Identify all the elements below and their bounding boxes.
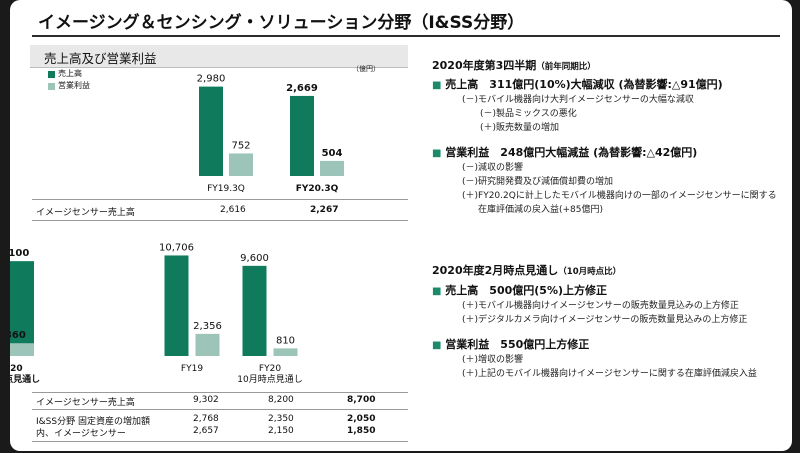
data-label: 504: [322, 148, 343, 159]
q3-profit-sub-1: (－)減収の影響: [462, 163, 524, 173]
forecast-sales-text: 売上高 500億円(5%)上方修正: [445, 284, 607, 297]
table2-mid-line: [32, 409, 408, 410]
unit-label: （億円）: [352, 65, 380, 73]
data-label: 10,706: [159, 242, 194, 253]
data-label: 810: [276, 335, 295, 346]
table2-row1-oct: 8,200: [268, 395, 294, 405]
forecast-heading-text: 2020年度2月時点見通し: [432, 264, 559, 277]
chart-section-heading: 売上高及び営業利益: [44, 51, 157, 66]
table1-top-line: [32, 199, 408, 200]
bar-profit: [320, 160, 344, 176]
q3-sales-sub-3: (＋)販売数量の増加: [480, 123, 560, 133]
slide: イメージング＆センシング・ソリューション分野（I&SS分野） 売上高及び営業利益…: [10, 0, 792, 451]
title-underline: [32, 35, 780, 37]
q3-sales-text: 売上高 311億円(10%)大幅減収 (為替影響:△91億円): [445, 78, 723, 91]
forecast-sales-sub-1: (＋)モバイル機器向けイメージセンサーの販売数量見込みの上方修正: [462, 301, 739, 311]
chart-quarterly: 2,980 752 FY19.3Q 2,669 504 FY20.3Q: [197, 74, 344, 194]
q3-profit-sub-3: (＋)FY20.2Qに計上したモバイル機器向けの一部のイメージセンサーに関する: [462, 191, 777, 201]
chart-annual: 10,7062,356FY199,600810FY2010月時点見通し10,10…: [10, 242, 303, 385]
q3-heading-note: （前年同期比）: [536, 62, 596, 72]
table2-row3-label: 内、イメージセンサー: [36, 429, 126, 439]
category-label: FY20.3Q: [296, 184, 339, 194]
data-label: 752: [231, 140, 250, 151]
forecast-sales-item: ■ 売上高 500億円(5%)上方修正: [432, 282, 607, 298]
table2-row2-feb: 2,050: [347, 414, 376, 424]
table1-cell-fy19q3: 2,616: [220, 205, 246, 215]
q3-heading-text: 2020年度第3四半期: [432, 59, 537, 72]
table2-row1-label: イメージセンサー売上高: [36, 398, 135, 408]
category-label: FY19.3Q: [207, 184, 245, 194]
table2-row3-feb: 1,850: [347, 426, 376, 436]
category-label: FY20: [259, 364, 281, 374]
data-label: 10,100: [10, 248, 29, 259]
q3-heading: 2020年度第3四半期（前年同期比）: [432, 57, 596, 73]
legend-swatch-profit: [48, 83, 55, 90]
forecast-profit-item: ■ 営業利益 550億円上方修正: [432, 336, 589, 352]
bar-profit: [229, 153, 253, 176]
data-label: 2,356: [193, 321, 222, 332]
forecast-profit-sub-2: (＋)上記のモバイル機器向けイメージセンサーに関する在庫評価減戻入益: [462, 369, 757, 379]
q3-profit-sub-2: (－)研究開発費及び減価償却費の増加: [462, 177, 614, 187]
legend-label-sales: 売上高: [58, 69, 82, 78]
data-label: 1,360: [10, 330, 26, 341]
bar-sales: [242, 265, 267, 356]
bullet-marker: ■: [432, 148, 442, 159]
forecast-heading-note: （10月時点比）: [558, 267, 622, 277]
bullet-marker: ■: [432, 340, 442, 351]
page-title: イメージング＆センシング・ソリューション分野（I&SS分野）: [38, 13, 525, 33]
table2-row2-oct: 2,350: [268, 414, 294, 424]
bullet-marker: ■: [432, 286, 442, 297]
bar-sales: [290, 95, 314, 176]
chart-section-header: 売上高及び営業利益: [30, 45, 408, 68]
bar-profit: [195, 333, 220, 356]
q3-profit-sub-4: 在庫評価減の戻入益(+85億円): [478, 205, 604, 215]
forecast-profit-sub-1: (＋)増収の影響: [462, 355, 524, 365]
table2-row3-fy19: 2,657: [193, 426, 219, 436]
bar-profit: [273, 348, 298, 356]
legend-label-profit: 営業利益: [58, 81, 90, 90]
q3-sales-sub-2: (－)製品ミックスの悪化: [480, 109, 577, 119]
q3-sales-item: ■ 売上高 311億円(10%)大幅減収 (為替影響:△91億円): [432, 76, 723, 92]
table2-row2-label: I&SS分野 固定資産の増加額: [36, 417, 150, 427]
bar-sales: [164, 255, 189, 356]
category-label: 10月時点見通し: [237, 374, 302, 385]
table2-row1-fy19: 9,302: [193, 395, 219, 405]
q3-profit-item: ■ 営業利益 248億円大幅減益 (為替影響:△42億円): [432, 144, 697, 160]
bar-profit: [10, 343, 34, 356]
table2-row2-fy19: 2,768: [193, 414, 219, 424]
category-label: FY19: [181, 364, 203, 374]
table1-row-label: イメージセンサー売上高: [36, 208, 135, 218]
table1-bottom-line: [32, 220, 408, 221]
data-label: 9,600: [240, 253, 269, 264]
category-label: 2月時点見通し: [10, 373, 40, 385]
q3-profit-text: 営業利益 248億円大幅減益 (為替影響:△42億円): [445, 146, 698, 159]
bar-sales: [10, 261, 34, 356]
table2-row3-oct: 2,150: [268, 426, 294, 436]
data-label: 2,669: [286, 83, 318, 94]
table2-top-line: [32, 392, 408, 393]
forecast-profit-text: 営業利益 550億円上方修正: [445, 338, 590, 351]
q3-sales-sub-1: (－)モバイル機器向け大判イメージセンサーの大幅な減収: [462, 95, 694, 105]
table1-cell-fy20q3: 2,267: [310, 205, 339, 215]
legend-swatch-sales: [48, 71, 55, 78]
forecast-heading: 2020年度2月時点見通し（10月時点比）: [432, 262, 621, 278]
bar-sales: [199, 86, 223, 176]
table2-bottom-line: [32, 441, 408, 442]
category-label: FY20: [10, 364, 23, 374]
data-label: 2,980: [197, 74, 226, 85]
table2-row1-feb: 8,700: [347, 395, 376, 405]
forecast-sales-sub-2: (＋)デジタルカメラ向けイメージセンサーの販売数量見込みの上方修正: [462, 315, 748, 325]
bullet-marker: ■: [432, 80, 442, 91]
